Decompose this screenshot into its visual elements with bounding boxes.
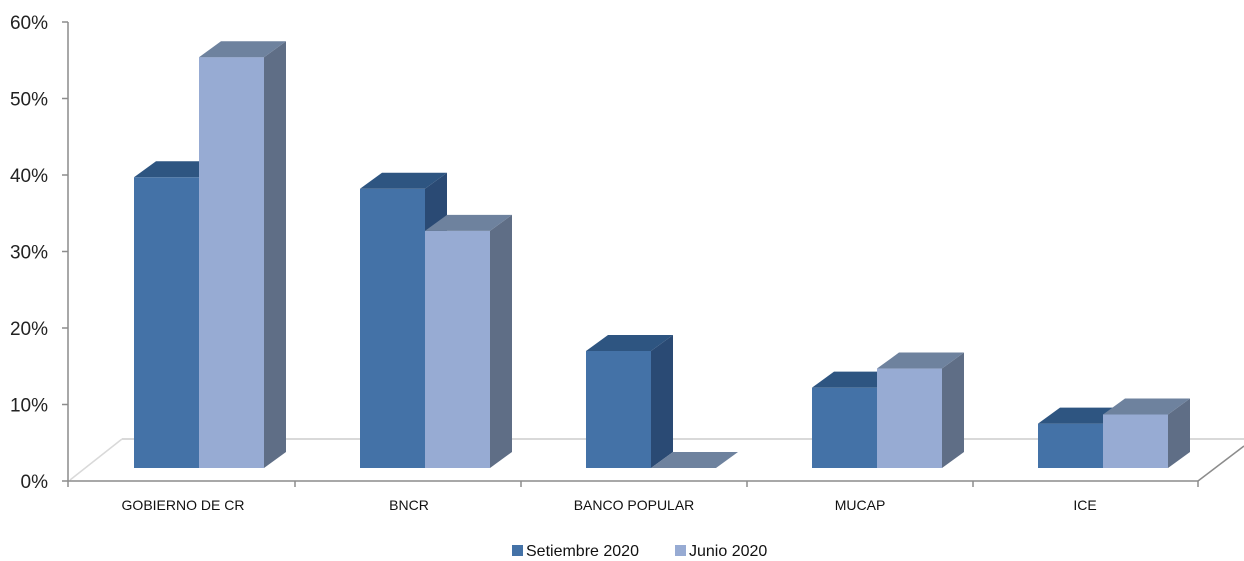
- x-tick-label: BANCO POPULAR: [574, 497, 695, 513]
- legend-swatch: [512, 545, 523, 556]
- x-tick-label: BNCR: [389, 497, 429, 513]
- floor-right-edge: [1197, 445, 1244, 482]
- bar-bncr-junio-top: [425, 214, 512, 231]
- bar-mucap-junio-top: [877, 352, 964, 369]
- y-tick-label: 20%: [10, 319, 48, 340]
- x-tick-label: GOBIERNO DE CR: [122, 497, 245, 513]
- bar-gobierno-de-cr-setiembre-front: [134, 177, 199, 469]
- legend-label: Junio 2020: [689, 543, 767, 560]
- y-tick-label: 10%: [10, 396, 48, 417]
- bar-gobierno-de-cr-junio-top: [199, 41, 286, 58]
- bar-bncr-setiembre-top: [360, 172, 447, 189]
- bar-gobierno-de-cr-junio-side: [264, 41, 286, 468]
- y-tick-label: 50%: [10, 90, 48, 111]
- bar-gobierno-de-cr-junio-front: [199, 57, 264, 468]
- bar-bncr-junio-side: [490, 214, 512, 468]
- bar-banco-popular-junio-top: [651, 452, 738, 468]
- bar-banco-popular-setiembre-top: [586, 334, 673, 351]
- bar-banco-popular-setiembre-front: [586, 350, 651, 468]
- y-tick-label: 0%: [21, 472, 49, 493]
- bar-mucap-junio-side: [942, 352, 964, 468]
- y-tick-label: 60%: [10, 13, 48, 34]
- legend-label: Setiembre 2020: [526, 543, 639, 560]
- bar-banco-popular-setiembre-side: [651, 334, 673, 468]
- bar-mucap-junio-front: [877, 368, 942, 468]
- bar-mucap-setiembre-front: [812, 387, 877, 468]
- legend-swatch: [675, 545, 686, 556]
- bar-ice-setiembre-front: [1038, 423, 1103, 468]
- y-tick-label: 40%: [10, 166, 48, 187]
- bar-bncr-junio-front: [425, 230, 490, 468]
- bar-ice-junio-side: [1168, 398, 1190, 468]
- floor-left-edge: [69, 438, 123, 481]
- bar-ice-junio-top: [1103, 398, 1190, 415]
- bar-bncr-setiembre-front: [360, 188, 425, 468]
- bar-ice-junio-front: [1103, 414, 1168, 468]
- y-tick-label: 30%: [10, 243, 48, 264]
- x-tick-label: ICE: [1073, 497, 1096, 513]
- x-tick-label: MUCAP: [835, 497, 886, 513]
